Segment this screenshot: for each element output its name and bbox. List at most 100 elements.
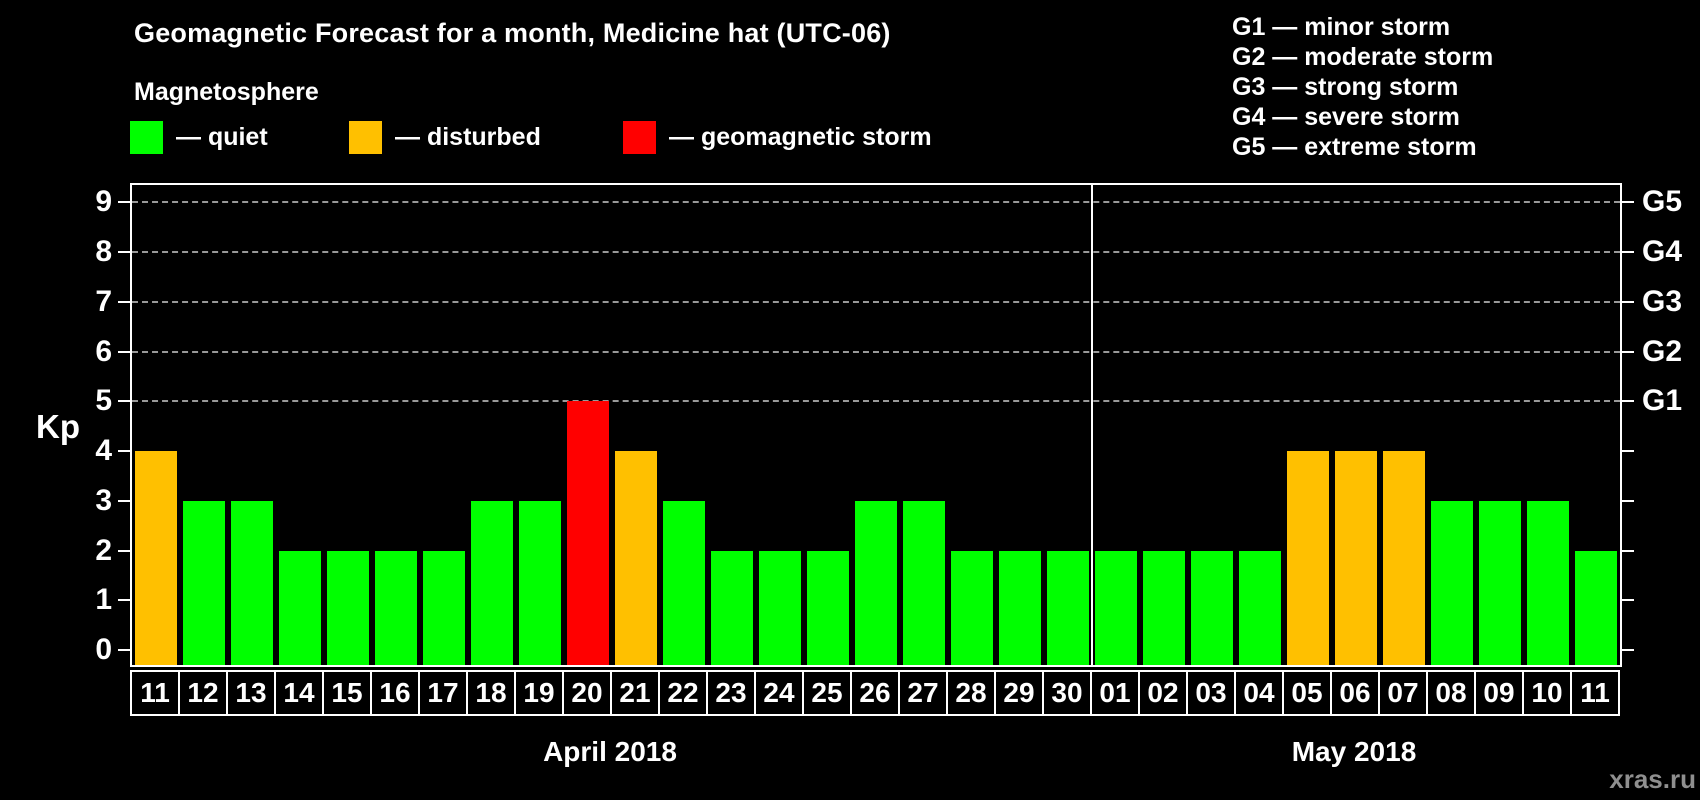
- x-label-02: 02: [1138, 670, 1188, 716]
- bar-day-22: [663, 500, 705, 665]
- quiet-swatch-icon: [130, 120, 163, 154]
- y-axis-tick: [118, 300, 130, 303]
- g-scale-label-g3: G3: [1642, 284, 1683, 318]
- storm-swatch-icon: [623, 120, 656, 154]
- x-label-14: 14: [274, 670, 324, 716]
- bar-day-18: [471, 500, 513, 665]
- x-label-10: 10: [1522, 670, 1572, 716]
- right-axis-tick: [1622, 499, 1634, 502]
- legend-item-label: — geomagnetic storm: [669, 122, 932, 151]
- right-axis-tick: [1622, 599, 1634, 602]
- bar-day-11: [1575, 550, 1617, 665]
- y-tick-label: 9: [95, 185, 112, 219]
- x-label-03: 03: [1186, 670, 1236, 716]
- storm-scale-legend: G1 — minor storm G2 — moderate storm G3 — …: [1232, 12, 1493, 162]
- y-tick-label: 2: [95, 533, 112, 567]
- legend-item-label: — quiet: [176, 122, 268, 151]
- x-label-18: 18: [466, 670, 516, 716]
- x-label-16: 16: [370, 670, 420, 716]
- bar-day-12: [183, 500, 225, 665]
- month-divider: [1091, 183, 1093, 667]
- x-label-25: 25: [802, 670, 852, 716]
- bar-day-30: [1047, 550, 1089, 665]
- x-label-01: 01: [1090, 670, 1140, 716]
- x-label-24: 24: [754, 670, 804, 716]
- right-axis-tick: [1622, 649, 1634, 652]
- g-scale-label-g2: G2: [1642, 334, 1683, 368]
- bar-day-23: [711, 550, 753, 665]
- x-label-28: 28: [946, 670, 996, 716]
- right-axis-tick: [1622, 251, 1634, 254]
- chart-title: Geomagnetic Forecast for a month, Medici…: [134, 18, 891, 48]
- magnetosphere-label: Magnetosphere: [134, 78, 319, 106]
- x-label-09: 09: [1474, 670, 1524, 716]
- x-label-11: 11: [1570, 670, 1620, 716]
- g-scale-label-g5: G5: [1642, 185, 1683, 219]
- y-tick-label: 8: [95, 235, 112, 269]
- bar-day-10: [1527, 500, 1569, 665]
- bar-day-21: [615, 451, 657, 665]
- y-tick-label: 7: [95, 284, 112, 318]
- legend-item-quiet: — quiet: [130, 120, 268, 154]
- storm-scale-item: G4 — severe storm: [1232, 103, 1460, 131]
- x-label-17: 17: [418, 670, 468, 716]
- bar-day-24: [759, 550, 801, 665]
- y-tick-label: 3: [95, 483, 112, 517]
- right-axis-tick: [1622, 201, 1634, 204]
- bar-day-04: [1239, 550, 1281, 665]
- storm-scale-item: G2 — moderate storm: [1232, 43, 1494, 71]
- month-label: April 2018: [543, 736, 677, 767]
- y-axis-tick: [118, 251, 130, 254]
- x-label-05: 05: [1282, 670, 1332, 716]
- right-axis-tick: [1622, 300, 1634, 303]
- x-label-12: 12: [178, 670, 228, 716]
- right-axis-tick: [1622, 450, 1634, 453]
- x-label-23: 23: [706, 670, 756, 716]
- y-tick-label: 4: [95, 434, 112, 468]
- bar-day-28: [951, 550, 993, 665]
- right-axis-tick: [1622, 549, 1634, 552]
- bar-day-13: [231, 500, 273, 665]
- g-scale-label-g1: G1: [1642, 384, 1683, 418]
- bar-day-02: [1143, 550, 1185, 665]
- bar-day-16: [375, 550, 417, 665]
- x-label-29: 29: [994, 670, 1044, 716]
- watermark: xras.ru: [1609, 764, 1696, 794]
- y-axis-tick: [118, 400, 130, 403]
- bar-day-07: [1383, 451, 1425, 665]
- x-label-19: 19: [514, 670, 564, 716]
- x-label-04: 04: [1234, 670, 1284, 716]
- g-scale-label-g4: G4: [1642, 235, 1683, 269]
- y-axis-tick: [118, 350, 130, 353]
- y-axis-tick: [118, 450, 130, 453]
- y-tick-label: 0: [95, 633, 112, 667]
- storm-scale-item: G5 — extreme storm: [1232, 133, 1477, 161]
- gridline-kp8: [132, 251, 1620, 254]
- x-label-22: 22: [658, 670, 708, 716]
- x-label-15: 15: [322, 670, 372, 716]
- legend-item-label: — disturbed: [395, 122, 541, 151]
- bar-day-26: [855, 500, 897, 665]
- x-label-07: 07: [1378, 670, 1428, 716]
- bar-day-17: [423, 550, 465, 665]
- bar-day-14: [279, 550, 321, 665]
- bar-day-09: [1479, 500, 1521, 665]
- y-axis-tick: [118, 499, 130, 502]
- x-label-13: 13: [226, 670, 276, 716]
- y-axis-tick: [118, 649, 130, 652]
- gridline-kp5: [132, 400, 1620, 403]
- gridline-kp6: [132, 350, 1620, 353]
- y-axis-title: Kp: [36, 408, 80, 445]
- month-label: May 2018: [1291, 736, 1417, 767]
- x-label-08: 08: [1426, 670, 1476, 716]
- x-label-26: 26: [850, 670, 900, 716]
- y-tick-label: 6: [95, 334, 112, 368]
- y-tick-label: 1: [95, 583, 112, 617]
- bar-day-03: [1191, 550, 1233, 665]
- bar-day-27: [903, 500, 945, 665]
- x-label-27: 27: [898, 670, 948, 716]
- right-axis-tick: [1622, 400, 1634, 403]
- bar-day-15: [327, 550, 369, 665]
- storm-scale-item: G3 — strong storm: [1232, 73, 1459, 101]
- disturbed-swatch-icon: [349, 120, 382, 154]
